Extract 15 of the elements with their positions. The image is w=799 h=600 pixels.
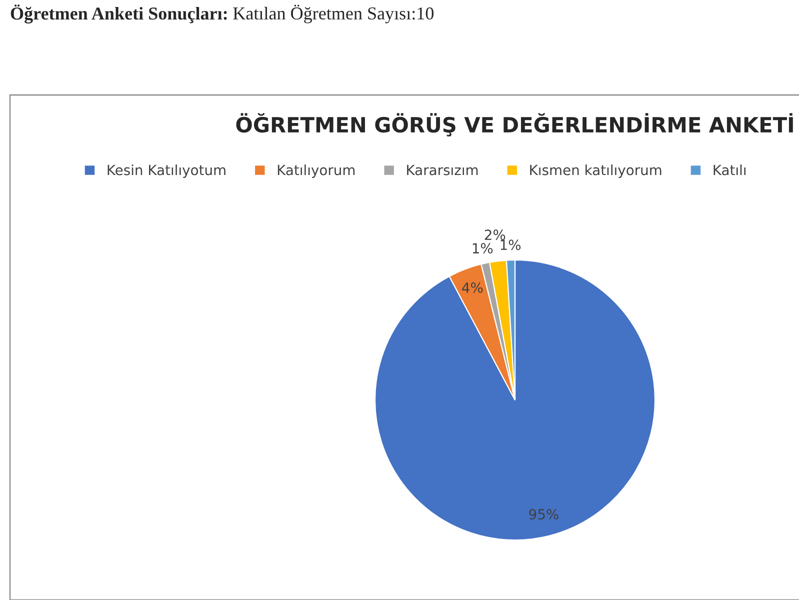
pie-slice xyxy=(374,259,656,541)
text: Öğretmen Anketi Sonuçları: xyxy=(10,4,227,24)
data-label: 2% xyxy=(484,230,506,240)
data-label: 1% xyxy=(500,240,521,250)
legend-label: Katılı xyxy=(714,164,746,176)
data-label: 1% xyxy=(472,243,493,254)
legend-label: Kısmen katılıyorum xyxy=(530,164,662,178)
chart-title: ÖĞRETMEN GÖRÜŞ VE DEĞERLENDİRME ANKETİ xyxy=(236,113,793,136)
data-label: 95% xyxy=(529,509,558,520)
legend-label: Kararsızım xyxy=(407,164,478,176)
pie-slice xyxy=(448,264,516,401)
text: Katılan Öğretmen Sayısı:10 xyxy=(233,4,434,24)
legend-label: Kesin Katılıyotum xyxy=(108,164,226,178)
data-label: 4% xyxy=(462,282,483,293)
legend-label: Katılıyorum xyxy=(278,164,355,178)
